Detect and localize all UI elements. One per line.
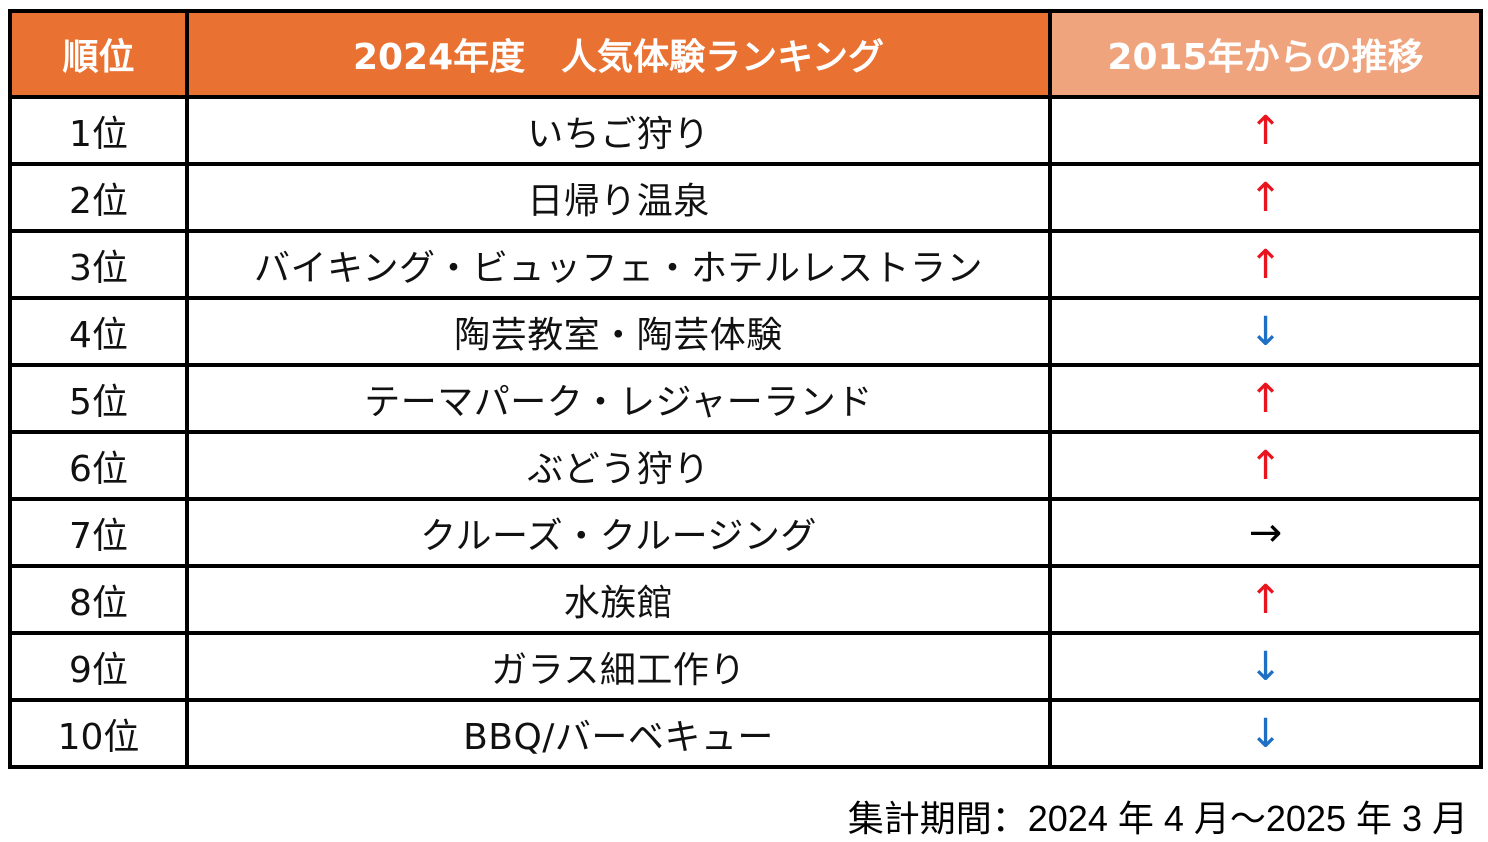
item-cell: バイキング・ビュッフェ・ホテルレストラン [185,229,1052,300]
item-cell: ぶどう狩り [185,430,1052,501]
table-row: 9位 ガラス細工作り ↓ [8,631,1483,702]
arrow-up-icon: ↑ [1248,442,1283,489]
rank-cell: 4位 [8,296,189,367]
item-cell: ガラス細工作り [185,631,1052,702]
arrow-up-icon: ↑ [1248,375,1283,422]
header-rank: 順位 [8,9,189,99]
item-cell: 水族館 [185,564,1052,635]
rank-cell: 1位 [8,95,189,166]
arrow-down-icon: ↓ [1248,308,1283,355]
table-row: 3位 バイキング・ビュッフェ・ホテルレストラン ↑ [8,229,1483,300]
arrow-up-icon: ↑ [1248,576,1283,623]
header-trend: 2015年からの推移 [1048,9,1483,99]
item-cell: 陶芸教室・陶芸体験 [185,296,1052,367]
header-row: 順位 2024年度 人気体験ランキング 2015年からの推移 [8,9,1483,99]
rank-cell: 7位 [8,497,189,568]
rank-cell: 10位 [8,698,189,769]
trend-cell: ↑ [1048,430,1483,501]
trend-cell: ↓ [1048,296,1483,367]
arrow-up-icon: ↑ [1248,174,1283,221]
item-cell: いちご狩り [185,95,1052,166]
arrow-up-icon: ↑ [1248,241,1283,288]
arrow-down-icon: ↓ [1248,643,1283,690]
arrow-right-icon: → [1248,509,1283,556]
trend-cell: ↑ [1048,162,1483,233]
item-cell: BBQ/バーベキュー [185,698,1052,769]
table-row: 4位 陶芸教室・陶芸体験 ↓ [8,296,1483,367]
header-title: 2024年度 人気体験ランキング [185,9,1052,99]
table-row: 7位 クルーズ・クルージング → [8,497,1483,568]
table-row: 8位 水族館 ↑ [8,564,1483,635]
rank-cell: 2位 [8,162,189,233]
trend-cell: ↑ [1048,363,1483,434]
trend-cell: → [1048,497,1483,568]
rank-cell: 6位 [8,430,189,501]
aggregation-period-note: 集計期間：2024 年 4 月～2025 年 3 月 [847,798,1468,839]
trend-cell: ↓ [1048,631,1483,702]
table-row: 10位 BBQ/バーベキュー ↓ [8,698,1483,769]
table-row: 2位 日帰り温泉 ↑ [8,162,1483,233]
rank-cell: 3位 [8,229,189,300]
arrow-up-icon: ↑ [1248,107,1283,154]
trend-cell: ↑ [1048,95,1483,166]
table-row: 6位 ぶどう狩り ↑ [8,430,1483,501]
table-row: 5位 テーマパーク・レジャーランド ↑ [8,363,1483,434]
trend-cell: ↓ [1048,698,1483,769]
item-cell: テーマパーク・レジャーランド [185,363,1052,434]
ranking-table: 順位 2024年度 人気体験ランキング 2015年からの推移 1位 いちご狩り … [8,9,1483,769]
item-cell: クルーズ・クルージング [185,497,1052,568]
rank-cell: 5位 [8,363,189,434]
trend-cell: ↑ [1048,229,1483,300]
rank-cell: 8位 [8,564,189,635]
table-row: 1位 いちご狩り ↑ [8,95,1483,166]
arrow-down-icon: ↓ [1248,710,1283,757]
item-cell: 日帰り温泉 [185,162,1052,233]
trend-cell: ↑ [1048,564,1483,635]
rank-cell: 9位 [8,631,189,702]
